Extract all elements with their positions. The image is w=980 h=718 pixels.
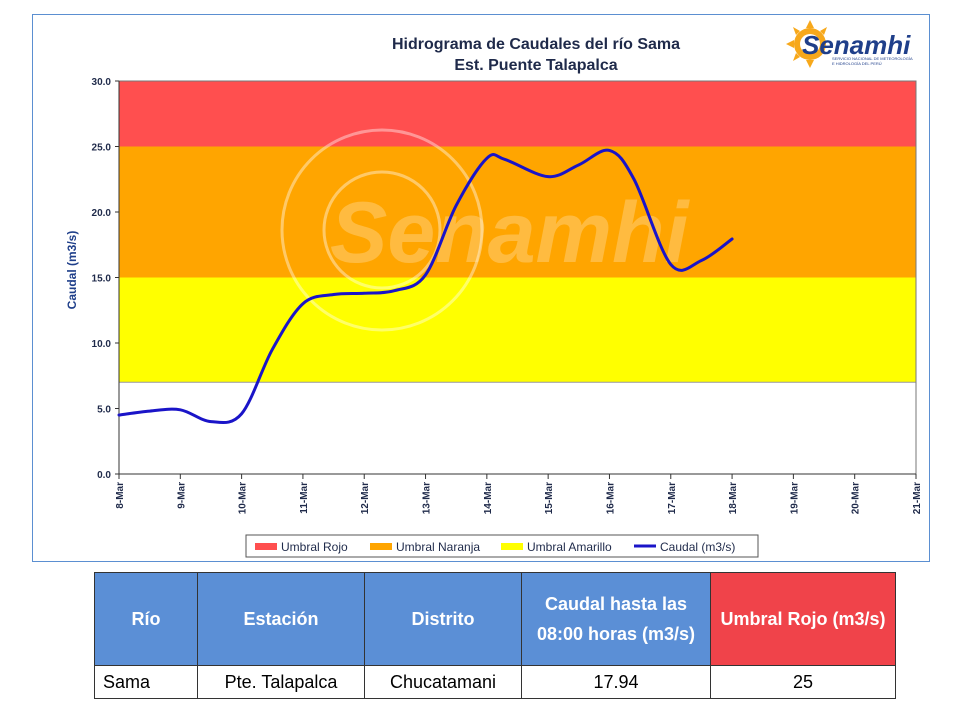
watermark-text: Senamhi: [330, 185, 691, 281]
header-estacion: Estación: [197, 572, 365, 666]
x-tick-label: 17-Mar: [667, 482, 678, 514]
y-tick-label: 10.0: [92, 339, 112, 350]
logo-subtitle-line1: SERVICIO NACIONAL DE METEOROLOGÍA: [832, 56, 913, 61]
x-tick-label: 20-Mar: [851, 482, 862, 514]
legend-label: Umbral Naranja: [396, 540, 480, 554]
threshold-bands: [118, 80, 917, 475]
x-tick-label: 12-Mar: [360, 482, 371, 514]
series-layer: [117, 148, 734, 425]
cell-estacion: Pte. Talapalca: [197, 665, 365, 699]
x-tick-label: 9-Mar: [176, 482, 187, 509]
station-table: Río Estación Distrito Caudal hasta las 0…: [94, 572, 896, 699]
y-tick-label: 5.0: [97, 405, 111, 416]
x-axis: 8-Mar 9-Mar 10-Mar 11-Mar 12-Mar 13-Mar 14-Mar…: [115, 473, 923, 514]
y-tick-label: 30.0: [92, 77, 112, 88]
y-tick-label: 20.0: [92, 208, 112, 219]
chart-title: Hidrograma de Caudales del río Sama: [392, 36, 680, 53]
legend-label: Umbral Amarillo: [527, 540, 612, 554]
legend-swatch: [370, 543, 392, 550]
band-0: [119, 81, 916, 147]
cell-rio: Sama: [94, 665, 198, 699]
legend-label: Umbral Rojo: [281, 540, 348, 554]
caudal-series-line: [117, 148, 734, 425]
legend-swatch: [501, 543, 523, 550]
senamhi-watermark: Senamhi: [280, 128, 691, 332]
header-umbral-rojo: Umbral Rojo (m3/s): [710, 572, 896, 666]
x-tick-label: 21-Mar: [912, 482, 923, 514]
header-caudal: Caudal hasta las 08:00 horas (m3/s): [521, 572, 711, 666]
y-axis-label: Caudal (m3/s): [65, 231, 79, 310]
cell-caudal: 17.94: [521, 665, 711, 699]
y-axis: 0.0 5.0 10.0 15.0 20.0 25.0 30.0: [92, 77, 120, 481]
x-tick-label: 13-Mar: [422, 482, 433, 514]
x-tick-label: 10-Mar: [238, 482, 249, 514]
logo-subtitle-line2: E HIDROLOGÍA DEL PERÚ: [832, 61, 882, 66]
x-tick-label: 19-Mar: [789, 482, 800, 514]
x-tick-label: 11-Mar: [299, 482, 310, 514]
header-distrito: Distrito: [364, 572, 522, 666]
table-header-row: Río Estación Distrito Caudal hasta las 0…: [94, 572, 896, 666]
logo-name: Senamhi: [802, 30, 911, 60]
legend-swatch: [255, 543, 277, 550]
hydrograph-chart: Hidrograma de Caudales del río Sama Est.…: [65, 20, 923, 558]
legend-label: Caudal (m3/s): [660, 540, 735, 554]
x-tick-label: 14-Mar: [483, 482, 494, 514]
band-2: [119, 277, 916, 383]
y-tick-label: 25.0: [92, 143, 112, 154]
y-tick-label: 0.0: [97, 470, 111, 481]
chart-subtitle: Est. Puente Talapalca: [454, 57, 617, 74]
cell-umbral-rojo: 25: [710, 665, 896, 699]
legend: Umbral Rojo Umbral Naranja Umbral Amarillo…: [245, 534, 759, 558]
x-tick-label: 15-Mar: [544, 482, 555, 514]
x-tick-label: 16-Mar: [605, 482, 616, 514]
senamhi-logo: Senamhi SERVICIO NACIONAL DE METEOROLOGÍ…: [786, 20, 913, 68]
header-rio: Río: [94, 572, 198, 666]
y-tick-label: 15.0: [92, 274, 112, 285]
watermark-sun-icon: [280, 128, 484, 332]
x-tick-label: 8-Mar: [115, 482, 126, 509]
band-1: [119, 146, 916, 278]
sun-icon: [786, 20, 827, 68]
table-row: Sama Pte. Talapalca Chucatamani 17.94 25: [94, 665, 896, 699]
x-tick-label: 18-Mar: [728, 482, 739, 514]
cell-distrito: Chucatamani: [364, 665, 522, 699]
